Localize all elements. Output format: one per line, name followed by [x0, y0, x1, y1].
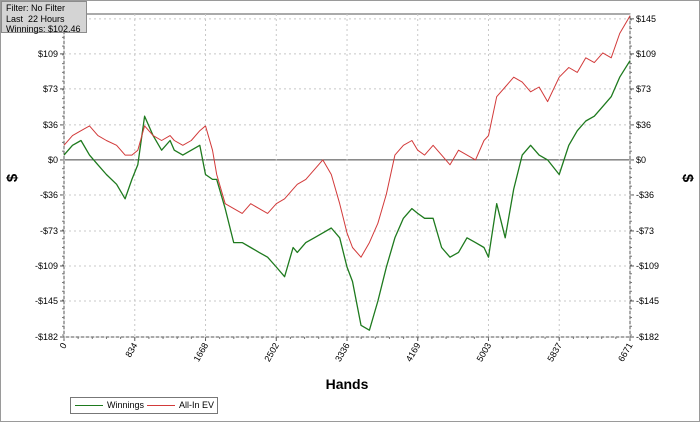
filter-info-panel: Filter: No Filter Last 22 Hours Winnings… [1, 1, 87, 34]
y-tick-label-right: -$182 [636, 332, 659, 342]
legend-item-winnings: Winnings [75, 400, 144, 410]
y-tick-label-right: $109 [636, 49, 656, 59]
x-tick-label: 0 [58, 341, 69, 350]
legend: Winnings All-In EV [70, 397, 218, 414]
legend-label-winnings: Winnings [107, 400, 145, 410]
x-tick-label: 4169 [404, 341, 423, 363]
y-tick-label-left: -$36 [40, 190, 58, 200]
y-tick-label-right: -$109 [636, 261, 659, 271]
y-tick-label-right: -$73 [636, 226, 654, 236]
y-tick-label-left: $109 [38, 49, 58, 59]
y-tick-label-right: -$36 [636, 190, 654, 200]
x-axis-title: Hands [326, 376, 369, 392]
legend-swatch-all-in-ev [147, 404, 175, 406]
y-tick-label-left: $36 [43, 120, 58, 130]
x-tick-label: 834 [123, 341, 139, 359]
x-tick-label: 5003 [475, 341, 494, 363]
x-tick-label: 3336 [333, 341, 352, 363]
y-tick-label-left: $0 [48, 155, 58, 165]
series-line-all-in-ev [63, 15, 631, 258]
x-tick-label: 6671 [616, 341, 635, 363]
y-tick-label-right: -$145 [636, 296, 659, 306]
y-tick-label-left: -$145 [35, 296, 58, 306]
series-line-winnings [63, 60, 631, 331]
x-tick-label: 5837 [545, 341, 564, 363]
y-tick-label-right: $0 [636, 155, 646, 165]
y-tick-label-right: $145 [636, 14, 656, 24]
x-tick-label: 2502 [262, 341, 281, 363]
y-tick-label-left: $73 [43, 84, 58, 94]
y-axis-title-right: $ [679, 174, 696, 183]
legend-item-all-in-ev: All-In EV [147, 400, 214, 410]
y-tick-label-left: -$182 [35, 332, 58, 342]
series-layer [63, 15, 631, 331]
time-range-label: Last 22 Hours [6, 13, 65, 24]
legend-swatch-winnings [75, 404, 103, 406]
y-tick-label-right: $36 [636, 120, 651, 130]
y-tick-label-left: -$73 [40, 226, 58, 236]
legend-label-all-in-ev: All-In EV [179, 400, 215, 410]
y-tick-label-left: -$109 [35, 261, 58, 271]
winnings-label: Winnings: $102.46 [6, 24, 81, 34]
filter-label: Filter: No Filter [6, 3, 66, 13]
y-tick-label-right: $73 [636, 84, 651, 94]
x-tick-label: 1668 [192, 341, 211, 363]
y-axis-title-left: $ [4, 173, 21, 182]
